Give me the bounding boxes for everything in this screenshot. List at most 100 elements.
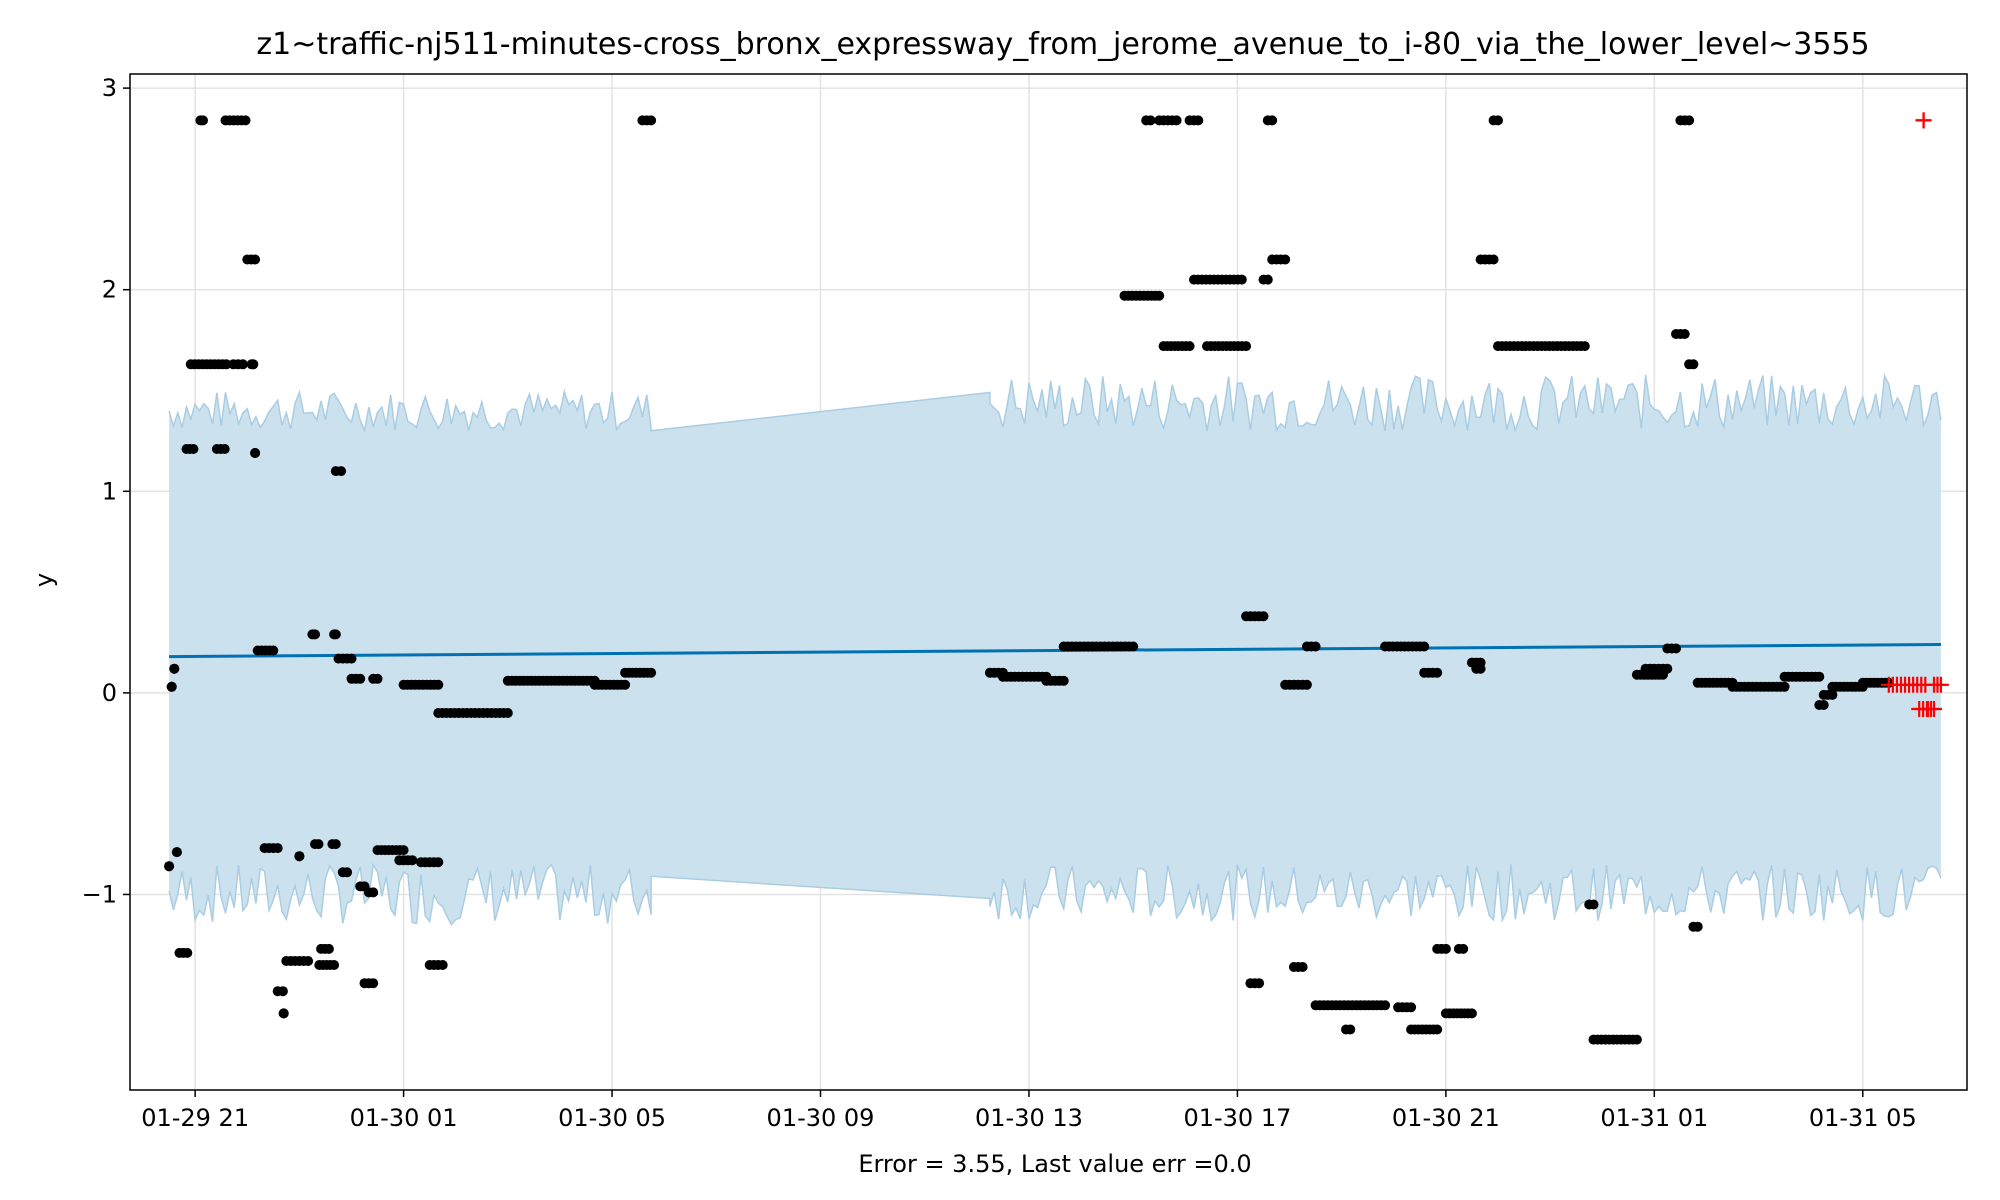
observed-point xyxy=(1818,700,1829,710)
observed-point xyxy=(237,359,248,370)
anomaly-marker xyxy=(1915,112,1932,129)
anomaly-marker xyxy=(1925,701,1942,717)
observed-point xyxy=(198,115,208,126)
observed-point xyxy=(1193,115,1204,126)
x-tick-label: 01-30 05 xyxy=(558,1104,666,1132)
y-tick-label: 1 xyxy=(102,477,117,505)
observed-point xyxy=(166,681,177,692)
x-tick-label: 01-30 17 xyxy=(1183,1104,1291,1132)
observed-point xyxy=(368,978,379,989)
y-tick-label: 3 xyxy=(102,74,117,102)
x-tick-label: 01-31 05 xyxy=(1809,1104,1917,1132)
observed-point xyxy=(330,839,341,850)
observed-point xyxy=(1684,115,1695,126)
observed-point xyxy=(169,663,180,674)
observed-point xyxy=(329,960,340,970)
observed-point xyxy=(1145,115,1156,126)
observed-point xyxy=(323,943,334,954)
observed-point xyxy=(1440,943,1451,954)
observed-point xyxy=(1184,341,1195,352)
x-tick-label: 01-30 13 xyxy=(975,1104,1083,1132)
x-tick-label: 01-31 01 xyxy=(1600,1104,1708,1132)
band-lower-edge xyxy=(168,862,1942,926)
observed-point xyxy=(1779,681,1790,692)
observed-point xyxy=(313,839,324,850)
observed-point xyxy=(368,887,379,898)
observed-point xyxy=(1679,329,1690,339)
chart-title: z1~traffic-nj511-minutes-cross_bronx_exp… xyxy=(256,27,1869,62)
observed-point xyxy=(1380,1000,1391,1011)
observed-point xyxy=(646,667,657,678)
observed-point xyxy=(164,861,175,872)
observed-point xyxy=(250,254,261,265)
observed-point xyxy=(433,857,444,868)
observed-point xyxy=(355,673,366,684)
observed-point xyxy=(1241,341,1252,352)
observed-point xyxy=(1310,641,1321,652)
observed-point xyxy=(1458,943,1469,954)
observed-point xyxy=(294,851,305,862)
observed-point xyxy=(1262,274,1273,285)
x-tick-label: 01-29 21 xyxy=(141,1104,249,1132)
y-axis-ticks: −1 0 1 2 3 xyxy=(82,74,130,908)
observed-point xyxy=(171,847,182,858)
observed-point xyxy=(1171,115,1182,126)
y-tick-label: 2 xyxy=(102,276,117,304)
observed-point xyxy=(330,629,341,640)
anomaly-markers xyxy=(1880,112,1949,717)
observed-point xyxy=(1466,1008,1477,1019)
observed-point xyxy=(268,645,279,656)
observed-point xyxy=(277,986,288,997)
observed-point xyxy=(1128,641,1139,652)
observed-point xyxy=(1154,290,1165,301)
observed-point xyxy=(1588,899,1599,910)
observed-point xyxy=(1432,667,1443,678)
observed-point xyxy=(182,947,193,958)
plot-frame xyxy=(129,73,1968,1091)
observed-point xyxy=(1345,1024,1356,1035)
x-axis-label: Error = 3.55, Last value err =0.0 xyxy=(858,1150,1251,1178)
observed-point xyxy=(1662,663,1673,674)
band-upper-edge xyxy=(168,373,1942,434)
observed-point xyxy=(1579,341,1590,352)
observed-point xyxy=(1419,641,1430,652)
observed-point xyxy=(502,708,513,718)
observed-point xyxy=(248,359,259,370)
observed-point xyxy=(310,629,320,640)
observed-point xyxy=(240,115,251,126)
x-tick-label: 01-30 21 xyxy=(1392,1104,1500,1132)
observed-point xyxy=(1493,115,1503,126)
y-axis-label: y xyxy=(30,573,58,587)
forecast-trend-line xyxy=(169,642,1941,659)
observed-point xyxy=(407,855,418,866)
x-tick-label: 01-30 09 xyxy=(767,1104,875,1132)
observed-point xyxy=(221,359,232,370)
observed-point xyxy=(278,1008,289,1019)
observed-point xyxy=(646,115,657,126)
observed-point xyxy=(336,466,347,477)
observed-point xyxy=(437,960,448,970)
observed-point xyxy=(1827,689,1838,700)
observed-point xyxy=(346,653,357,664)
anomaly-marker xyxy=(1932,676,1949,693)
observed-point xyxy=(620,679,631,690)
observed-point xyxy=(1297,962,1308,972)
observed-point xyxy=(188,444,199,454)
x-tick-label: 01-30 01 xyxy=(350,1104,458,1132)
observed-point xyxy=(272,843,283,854)
observed-point xyxy=(372,673,383,684)
observed-points xyxy=(164,115,1894,1045)
observed-point xyxy=(342,867,353,878)
observed-point xyxy=(1814,671,1825,682)
observed-point xyxy=(219,444,230,454)
observed-point xyxy=(250,448,261,458)
observed-point xyxy=(398,845,409,856)
observed-point xyxy=(1267,115,1278,126)
observed-point xyxy=(1280,254,1291,265)
observed-point xyxy=(303,956,314,966)
observed-point xyxy=(1432,1024,1443,1035)
observed-point xyxy=(1688,359,1699,370)
y-tick-label: 0 xyxy=(102,679,117,707)
observed-point xyxy=(1475,663,1486,674)
